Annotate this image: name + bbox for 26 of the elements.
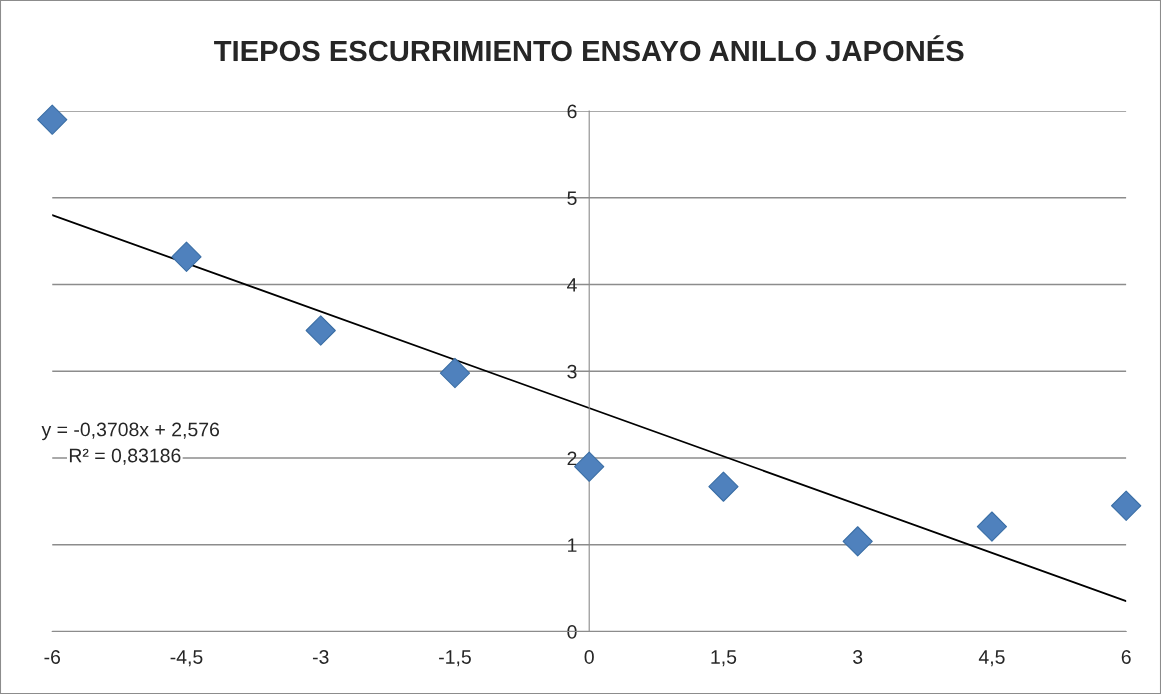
x-tick-label: -6 bbox=[44, 650, 61, 664]
y-tick-label: 2 bbox=[567, 451, 577, 466]
x-tick-label: -4,5 bbox=[170, 650, 203, 667]
point bbox=[976, 511, 1008, 542]
x-tick-label: 1,5 bbox=[711, 650, 737, 667]
y-tick-label: 5 bbox=[567, 191, 577, 206]
y-tick-label: 6 bbox=[567, 104, 577, 119]
annotation: R² = 0,83186 bbox=[69, 448, 181, 465]
x-tick-label: -1,5 bbox=[439, 650, 471, 667]
point bbox=[842, 526, 873, 557]
point bbox=[1111, 490, 1142, 521]
y-tick-label: 4 bbox=[567, 278, 577, 292]
x-tick-label: -3 bbox=[312, 650, 329, 664]
point bbox=[37, 104, 68, 135]
point bbox=[305, 315, 336, 346]
point bbox=[708, 471, 739, 502]
x-tick-label: 4,5 bbox=[978, 650, 1005, 667]
point bbox=[439, 357, 471, 389]
x-tick-label: 3 bbox=[853, 650, 863, 664]
chart-title: TIEPOS ESCURRIMIENTO ENSAYO ANILLO JAPONÉS bbox=[214, 35, 964, 62]
y-tick-label: 1 bbox=[568, 538, 577, 552]
y-tick-label: 3 bbox=[567, 364, 577, 379]
annotation: y = -0,3708x + 2,576 bbox=[41, 422, 220, 441]
x-tick-label: 6 bbox=[1121, 650, 1131, 664]
point bbox=[171, 241, 202, 272]
x-tick-label: 0 bbox=[584, 650, 594, 664]
